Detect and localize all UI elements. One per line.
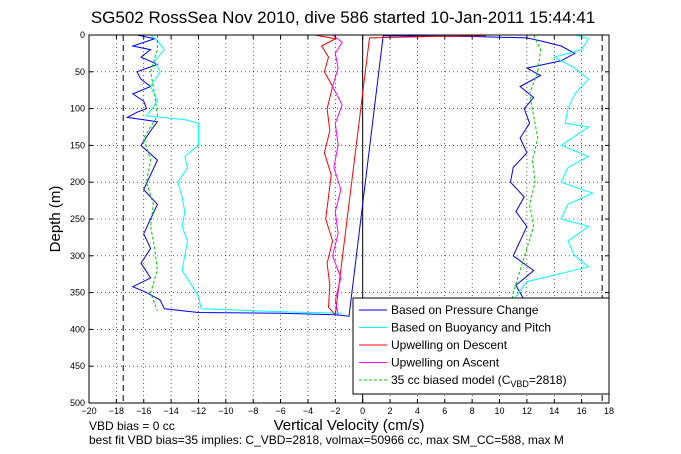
legend-box	[352, 297, 610, 395]
x-tick-label: 8	[470, 406, 475, 416]
legend-entry-1: Based on Pressure Change	[391, 303, 539, 317]
axis-ticks: −20 −18 −16 −14 −12 −10 −8 −6 −4 −2 0 2 4 6 8 10 12 14 16 1…	[70, 30, 614, 416]
x-tick-label: 10	[495, 406, 505, 416]
x-tick-label: 18	[604, 406, 614, 416]
y-tick-label: 350	[70, 288, 85, 298]
x-tick-label: −12	[191, 406, 206, 416]
x-tick-label: −10	[218, 406, 233, 416]
series-line-2	[145, 34, 343, 314]
vbd-bias-note: VBD bias = 0 cc	[89, 419, 175, 433]
series-lines	[125, 34, 594, 317]
series-line-3	[314, 34, 486, 316]
y-tick-label: 100	[70, 104, 85, 114]
x-tick-label: 2	[388, 406, 393, 416]
y-tick-label: 400	[70, 324, 85, 334]
legend-entry-2: Based on Buoyancy and Pitch	[391, 321, 551, 335]
x-tick-label: 0	[360, 406, 365, 416]
y-tick-label: 0	[80, 30, 85, 40]
y-tick-label: 450	[70, 361, 85, 371]
legend-entry-5: 35 cc biased model (CVBD=2818)	[391, 373, 567, 389]
y-tick-label: 500	[70, 398, 85, 408]
y-tick-label: 150	[70, 140, 85, 150]
series-line-2	[507, 34, 594, 315]
legend-entry-4: Upwelling on Ascent	[391, 356, 500, 370]
x-tick-label: −4	[303, 406, 313, 416]
x-tick-label: −14	[163, 406, 178, 416]
legend-entry-3: Upwelling on Descent	[391, 338, 508, 352]
x-tick-label: 16	[577, 406, 587, 416]
legend: Based on Pressure Change Based on Buoyanc…	[352, 297, 610, 395]
series-line-5	[510, 34, 542, 312]
x-tick-label: −16	[136, 406, 151, 416]
y-tick-label: 200	[70, 177, 85, 187]
x-tick-label: −2	[330, 406, 340, 416]
y-tick-label: 300	[70, 251, 85, 261]
best-fit-note: best fit VBD bias=35 implies: C_VBD=2818…	[89, 433, 564, 447]
series-line-1	[125, 34, 576, 317]
y-tick-label: 50	[75, 67, 85, 77]
x-tick-label: −6	[275, 406, 285, 416]
chart-title: SG502 RossSea Nov 2010, dive 586 started…	[91, 8, 595, 27]
x-tick-label: −8	[248, 406, 258, 416]
y-axis-label: Depth (m)	[47, 186, 64, 253]
series-line-5	[143, 35, 158, 312]
y-tick-label: 250	[70, 214, 85, 224]
x-tick-label: 4	[415, 406, 420, 416]
x-tick-label: 12	[522, 406, 532, 416]
x-axis-label: Vertical Velocity (cm/s)	[274, 417, 425, 434]
x-tick-label: −18	[109, 406, 124, 416]
x-tick-label: 6	[442, 406, 447, 416]
series-line-4	[332, 34, 343, 315]
x-tick-label: −20	[81, 406, 96, 416]
x-tick-label: 14	[549, 406, 559, 416]
